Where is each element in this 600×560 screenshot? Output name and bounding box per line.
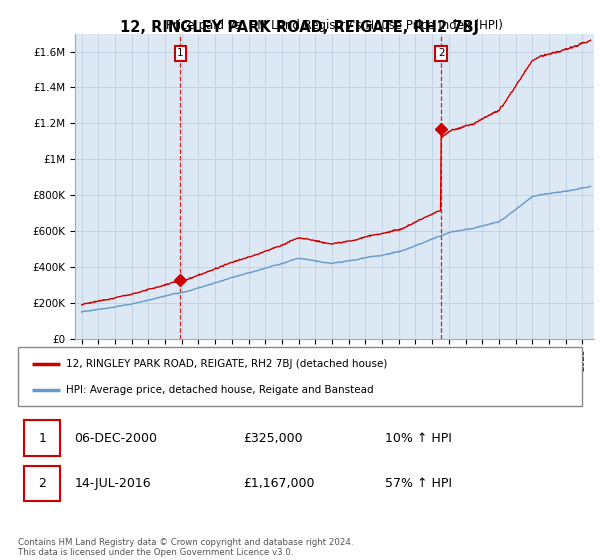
- Text: £325,000: £325,000: [244, 432, 303, 445]
- Text: 10% ↑ HPI: 10% ↑ HPI: [385, 432, 451, 445]
- Text: HPI: Average price, detached house, Reigate and Banstead: HPI: Average price, detached house, Reig…: [66, 385, 374, 395]
- Title: Price paid vs. HM Land Registry's House Price Index (HPI): Price paid vs. HM Land Registry's House …: [166, 20, 503, 32]
- Text: 1: 1: [38, 432, 46, 445]
- Text: 57% ↑ HPI: 57% ↑ HPI: [385, 477, 452, 489]
- Text: 1: 1: [177, 48, 184, 58]
- Text: 14-JUL-2016: 14-JUL-2016: [74, 477, 151, 489]
- FancyBboxPatch shape: [23, 465, 60, 501]
- Text: 2: 2: [38, 477, 46, 489]
- FancyBboxPatch shape: [23, 421, 60, 456]
- Text: 12, RINGLEY PARK ROAD, REIGATE, RH2 7BJ (detached house): 12, RINGLEY PARK ROAD, REIGATE, RH2 7BJ …: [66, 358, 388, 368]
- Text: £1,167,000: £1,167,000: [244, 477, 315, 489]
- Text: Contains HM Land Registry data © Crown copyright and database right 2024.
This d: Contains HM Land Registry data © Crown c…: [18, 538, 353, 557]
- FancyBboxPatch shape: [18, 347, 582, 406]
- Text: 2: 2: [438, 48, 445, 58]
- Text: 06-DEC-2000: 06-DEC-2000: [74, 432, 157, 445]
- Text: 12, RINGLEY PARK ROAD, REIGATE, RH2 7BJ: 12, RINGLEY PARK ROAD, REIGATE, RH2 7BJ: [121, 20, 479, 35]
